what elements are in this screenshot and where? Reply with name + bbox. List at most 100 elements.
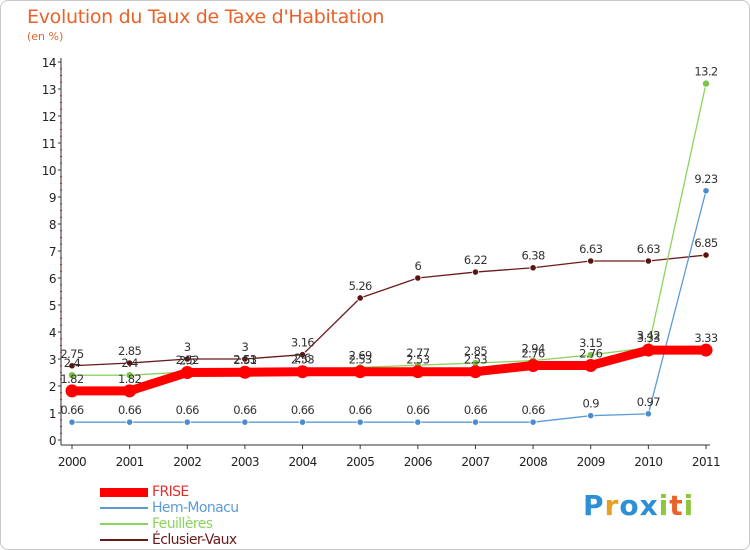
data-point-hem-monacu <box>529 418 537 426</box>
x-tick-label: 2007 <box>461 455 489 469</box>
data-label-hem-monacu: 0.66 <box>464 403 487 417</box>
data-point-eclusier-vaux <box>68 362 76 370</box>
data-label-feuilleres: 3.42 <box>637 329 660 343</box>
y-tick-label: 14 <box>42 56 56 70</box>
data-label-frise: 3.33 <box>694 331 717 345</box>
data-label-eclusier-vaux: 6.22 <box>464 253 487 267</box>
data-label-eclusier-vaux: 5.26 <box>349 279 372 293</box>
data-point-hem-monacu <box>702 187 710 195</box>
data-point-hem-monacu <box>414 418 422 426</box>
data-point-hem-monacu <box>241 418 249 426</box>
logo-letter: x <box>639 489 659 522</box>
y-tick-label: 4 <box>49 326 56 340</box>
data-label-feuilleres: 2.94 <box>521 342 544 356</box>
x-tick-label: 2010 <box>634 455 662 469</box>
logo-letter: r <box>604 489 620 522</box>
legend-label: Hem-Monacu <box>152 500 239 516</box>
data-label-eclusier-vaux: 6.38 <box>521 249 544 263</box>
x-tick-label: 2008 <box>519 455 547 469</box>
legend-label: FRISE <box>152 484 189 500</box>
series-line-hem-monacu <box>72 190 707 423</box>
data-point-frise <box>468 365 482 379</box>
data-point-eclusier-vaux <box>702 251 710 259</box>
y-tick-label: 7 <box>49 245 56 259</box>
legend-swatch-hem-monacu <box>100 507 148 509</box>
data-label-hem-monacu: 0.66 <box>233 403 256 417</box>
series-line-eclusier-vaux <box>71 254 707 367</box>
x-tick-label: 2001 <box>116 455 144 469</box>
legend-item-frise: FRISE <box>100 484 400 500</box>
data-label-hem-monacu: 0.66 <box>521 403 544 417</box>
y-tick-label: 1 <box>49 407 56 421</box>
x-tick-label: 2011 <box>692 455 720 469</box>
data-label-frise: 2.5 <box>179 354 196 368</box>
data-label-frise: 2.53 <box>349 353 372 367</box>
data-label-feuilleres: 2.4 <box>121 356 138 370</box>
data-label-eclusier-vaux: 3 <box>242 340 249 354</box>
logo-letter: o <box>619 489 640 522</box>
y-tick-label: 12 <box>42 110 56 124</box>
y-tick-label: 10 <box>42 164 56 178</box>
logo-letter: i <box>683 489 695 522</box>
data-point-feuilleres <box>125 371 134 380</box>
data-label-hem-monacu: 0.66 <box>349 403 372 417</box>
data-label-feuilleres: 2.52 <box>176 353 199 367</box>
data-label-frise: 1.82 <box>60 372 83 386</box>
y-tick-label: 6 <box>49 272 56 286</box>
data-point-eclusier-vaux <box>414 274 422 282</box>
data-point-eclusier-vaux <box>644 257 652 265</box>
y-tick-label: 2 <box>49 380 56 394</box>
data-point-hem-monacu <box>298 418 307 426</box>
data-label-frise: 2.76 <box>579 346 602 360</box>
data-point-eclusier-vaux <box>183 355 191 363</box>
y-tick-label: 0 <box>49 434 56 448</box>
x-tick-label: 2009 <box>577 455 605 469</box>
data-point-eclusier-vaux <box>587 257 595 265</box>
data-point-eclusier-vaux <box>298 351 307 359</box>
data-label-frise: 3.33 <box>637 331 660 345</box>
series-line-feuilleres <box>72 83 707 376</box>
logo-letter: P <box>583 489 605 522</box>
data-label-eclusier-vaux: 3 <box>184 340 191 354</box>
data-label-feuilleres: 2.69 <box>349 348 372 362</box>
proxiti-logo: Proxiti <box>583 489 694 522</box>
data-point-eclusier-vaux <box>356 294 364 302</box>
data-label-hem-monacu: 0.66 <box>291 403 314 417</box>
data-label-eclusier-vaux: 6.63 <box>637 242 660 256</box>
x-tick-label: 2003 <box>231 455 259 469</box>
y-tick-label: 5 <box>49 299 56 313</box>
data-label-frise: 2.53 <box>464 353 487 367</box>
data-label-hem-monacu: 0.66 <box>406 403 429 417</box>
legend-item-eclusier-vaux: Éclusier-Vaux <box>100 532 400 548</box>
series-line-frise <box>72 345 706 396</box>
legend-item-hem-monacu: Hem-Monacu <box>100 500 400 516</box>
data-label-hem-monacu: 0.66 <box>118 403 141 417</box>
x-tick-label: 2006 <box>404 455 432 469</box>
x-tick-label: 2004 <box>288 455 316 469</box>
data-label-frise: 2.53 <box>291 353 314 367</box>
data-point-frise <box>411 365 425 379</box>
data-point-frise <box>65 384 79 398</box>
data-point-hem-monacu <box>126 418 134 426</box>
data-label-feuilleres: 2.85 <box>464 344 487 358</box>
data-label-frise: 2.51 <box>233 353 256 367</box>
data-point-frise <box>296 365 310 379</box>
data-point-frise <box>699 343 713 357</box>
data-point-eclusier-vaux <box>126 359 134 367</box>
data-label-hem-monacu: 9.23 <box>694 172 717 186</box>
data-label-hem-monacu: 0.97 <box>637 395 660 409</box>
data-label-frise: 2.76 <box>521 346 544 360</box>
data-point-eclusier-vaux <box>471 268 480 276</box>
x-tick-label: 2005 <box>346 455 374 469</box>
y-tick-label: 8 <box>49 218 56 232</box>
data-point-feuilleres <box>68 371 77 380</box>
data-point-hem-monacu <box>183 418 191 426</box>
legend-swatch-eclusier-vaux <box>100 539 148 541</box>
data-label-feuilleres: 3.15 <box>579 336 602 350</box>
data-label-feuilleres: 2.4 <box>64 356 81 370</box>
legend-item-feuilleres: Feuillères <box>100 516 400 532</box>
legend-label: Feuillères <box>152 516 213 532</box>
legend-swatch-frise <box>100 487 148 497</box>
chart-unit: (en %) <box>27 30 64 43</box>
data-label-feuilleres: 13.2 <box>694 65 717 79</box>
